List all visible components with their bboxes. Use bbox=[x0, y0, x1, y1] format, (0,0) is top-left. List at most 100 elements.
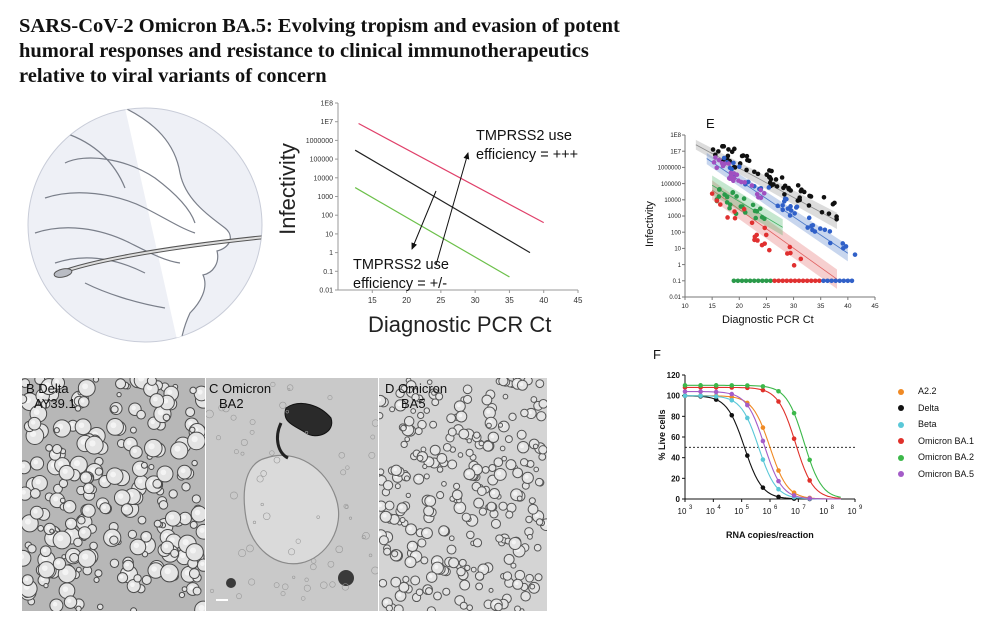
cell bbox=[75, 605, 82, 611]
point-ba2 bbox=[730, 190, 735, 196]
panel-e-x-tick-label: 20 bbox=[736, 303, 744, 310]
point-ba5 bbox=[788, 208, 794, 213]
cell-highlight bbox=[434, 558, 439, 563]
cell bbox=[423, 407, 431, 414]
cell bbox=[384, 500, 395, 511]
point-floor bbox=[731, 278, 737, 284]
cell bbox=[22, 394, 28, 404]
cell bbox=[514, 569, 526, 581]
legend-marker bbox=[898, 438, 904, 445]
cell bbox=[411, 393, 420, 402]
cell bbox=[501, 455, 508, 462]
point-ba5 bbox=[806, 215, 812, 221]
point-floor bbox=[768, 278, 773, 284]
cell bbox=[282, 583, 289, 590]
cell-highlight bbox=[146, 385, 153, 391]
cell-highlight bbox=[169, 537, 175, 543]
cell bbox=[472, 538, 483, 548]
cell-highlight bbox=[164, 568, 171, 575]
cell bbox=[240, 439, 248, 447]
cell-highlight bbox=[102, 505, 107, 510]
cell-highlight bbox=[42, 548, 47, 553]
cell bbox=[285, 409, 289, 414]
cell bbox=[22, 460, 32, 475]
point-omicron-ba-5 bbox=[791, 493, 797, 498]
cell-highlight bbox=[157, 409, 164, 416]
cell bbox=[303, 584, 311, 592]
point-ba1 bbox=[761, 190, 767, 196]
cell bbox=[304, 430, 309, 435]
cell bbox=[316, 515, 320, 519]
cell bbox=[345, 465, 350, 470]
panel-e-x-tick-label: 15 bbox=[709, 303, 717, 310]
panel-f-x-tick-label: 10 bbox=[791, 507, 800, 516]
panel-a-x-tick-label: 15 bbox=[368, 296, 377, 305]
cell bbox=[405, 492, 411, 499]
cell bbox=[410, 575, 421, 586]
cell bbox=[478, 440, 485, 447]
panel-f-y-tick-label: 60 bbox=[671, 433, 680, 442]
cell-highlight bbox=[199, 527, 205, 533]
point-ba2-red bbox=[762, 241, 767, 246]
cell-highlight bbox=[397, 402, 402, 407]
point-ba1 bbox=[731, 178, 736, 184]
cell bbox=[447, 459, 458, 470]
cell-highlight bbox=[490, 434, 495, 439]
panel-e-x-tick-label: 30 bbox=[790, 303, 798, 310]
cell-highlight bbox=[33, 409, 40, 415]
cell-highlight bbox=[167, 389, 173, 395]
cell bbox=[526, 533, 533, 540]
cell bbox=[494, 602, 503, 611]
cell bbox=[181, 586, 188, 592]
cell bbox=[510, 562, 517, 569]
point-delta bbox=[760, 485, 766, 490]
cell bbox=[482, 440, 494, 452]
point-omicron-ba-1 bbox=[776, 399, 781, 404]
cell-highlight bbox=[133, 542, 140, 549]
panel-e-x-axis-label: Diagnostic PCR Ct bbox=[722, 314, 814, 326]
panel-e-x-tick-label: 10 bbox=[681, 303, 689, 310]
point-delta bbox=[786, 185, 791, 191]
title-line-2: humoral responses and resistance to clin… bbox=[19, 40, 589, 62]
point-omicron-ba-1 bbox=[760, 387, 766, 393]
cell-highlight bbox=[82, 553, 89, 560]
cell-highlight bbox=[415, 476, 420, 480]
cell bbox=[503, 553, 515, 565]
point-ba2-red bbox=[767, 247, 772, 253]
point-ba2-red bbox=[763, 232, 769, 238]
cell bbox=[435, 392, 444, 401]
micrograph-b-label-line-2: AY39.1 bbox=[34, 396, 76, 411]
panel-a-x-tick-label: 45 bbox=[574, 296, 583, 305]
cell bbox=[505, 459, 517, 471]
cell-highlight bbox=[135, 464, 142, 470]
cell bbox=[311, 558, 317, 564]
cell-highlight bbox=[125, 562, 130, 567]
point-ba1 bbox=[726, 161, 732, 166]
point-delta bbox=[774, 184, 780, 189]
point-delta bbox=[821, 195, 827, 200]
point-floor bbox=[792, 278, 798, 284]
cell bbox=[502, 571, 513, 581]
point-a2-2 bbox=[760, 425, 766, 430]
cell bbox=[52, 444, 63, 455]
cell bbox=[451, 489, 463, 501]
cell bbox=[27, 544, 37, 554]
cell bbox=[490, 518, 501, 529]
cell bbox=[260, 502, 264, 507]
panel-a-x-tick-label: 25 bbox=[436, 296, 445, 305]
legend-marker bbox=[898, 405, 904, 412]
panel-f-x-tick-label: 10 bbox=[848, 507, 857, 516]
cell bbox=[429, 420, 438, 429]
cell-highlight bbox=[486, 409, 491, 414]
point-omicron-ba-2 bbox=[729, 383, 735, 388]
point-delta bbox=[834, 214, 839, 219]
point-beta bbox=[713, 394, 719, 399]
cell bbox=[402, 575, 410, 583]
point-a2-2 bbox=[776, 468, 781, 473]
cell bbox=[340, 469, 347, 476]
cell bbox=[279, 401, 287, 409]
panel-e-y-tick-label: 10000 bbox=[664, 198, 681, 204]
dark-debris bbox=[284, 403, 333, 437]
cell bbox=[425, 587, 433, 595]
cell bbox=[426, 606, 436, 611]
